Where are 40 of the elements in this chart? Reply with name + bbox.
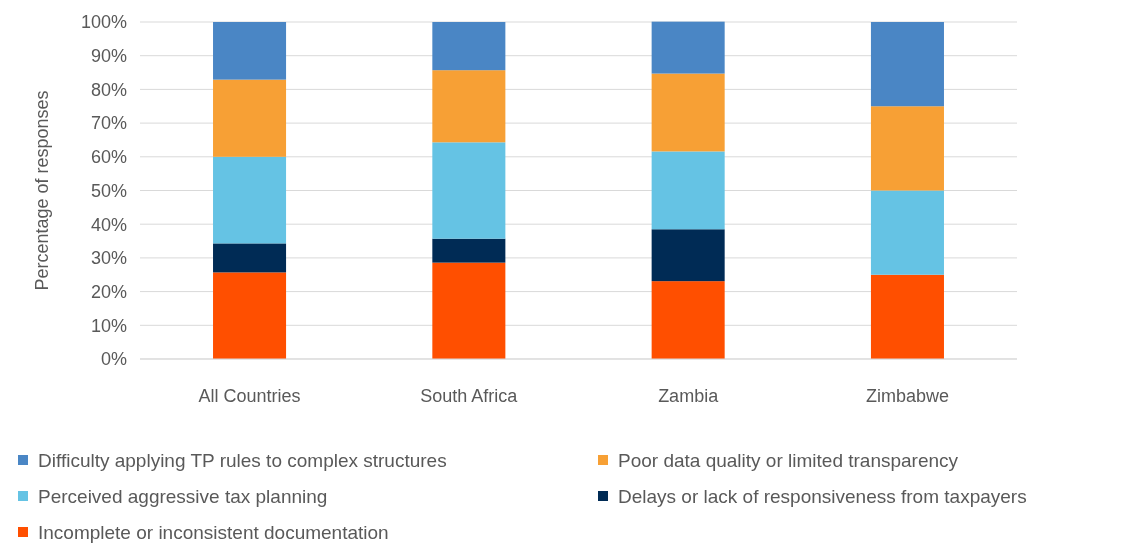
- bar: [651, 281, 725, 359]
- bar: [651, 151, 725, 230]
- bar: [213, 79, 287, 157]
- bar: [651, 21, 725, 74]
- y-tick-label: 70%: [90, 113, 127, 134]
- legend-label: Perceived aggressive tax planning: [38, 485, 328, 507]
- y-tick-label: 10%: [90, 315, 127, 336]
- y-tick-label: 80%: [90, 79, 127, 100]
- bar: [213, 156, 287, 244]
- legend-label: Difficulty applying TP rules to complex structures: [38, 449, 447, 471]
- y-axis-title: Percentage of responses: [32, 90, 52, 291]
- bar: [651, 229, 725, 282]
- y-tick-label: 40%: [90, 214, 127, 235]
- bar: [651, 73, 725, 152]
- x-tick-label: All Countries: [198, 386, 301, 406]
- bar: [213, 272, 287, 359]
- y-tick-label: 30%: [90, 248, 127, 269]
- bar: [870, 190, 944, 275]
- bar: [870, 274, 944, 359]
- y-tick-label: 50%: [90, 180, 127, 201]
- y-tick-label: 100%: [80, 12, 127, 33]
- bar: [870, 106, 944, 191]
- bar: [870, 22, 944, 107]
- x-tick-label: South Africa: [420, 386, 519, 406]
- y-tick-label: 20%: [90, 281, 127, 302]
- y-tick-label: 0%: [100, 349, 127, 370]
- y-tick-label: 90%: [90, 46, 127, 66]
- bar: [432, 22, 506, 71]
- legend-label: Delays or lack of responsiveness from taxpayers: [618, 485, 1027, 507]
- x-tick-label: Zimbabwe: [865, 386, 949, 406]
- legend-label: Poor data quality or limited transparency: [618, 449, 959, 471]
- bar: [432, 142, 506, 239]
- legend-label: Incomplete or inconsistent documentation: [38, 521, 389, 543]
- bar: [432, 262, 506, 359]
- x-tick-label: Zambia: [658, 386, 720, 406]
- bar: [213, 243, 287, 273]
- bar: [213, 22, 287, 80]
- y-tick-label: 60%: [90, 147, 127, 168]
- bar: [432, 238, 506, 263]
- bar: [432, 70, 506, 143]
